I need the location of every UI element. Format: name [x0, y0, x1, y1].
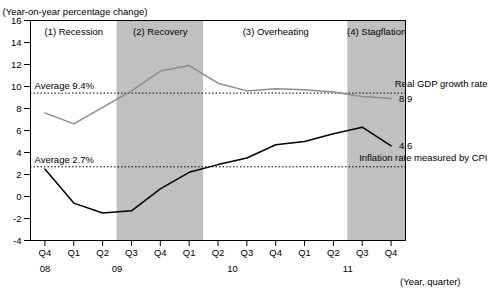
svg-text:(2) Recovery: (2) Recovery — [133, 26, 188, 37]
svg-text:4: 4 — [16, 147, 21, 158]
svg-text:2: 2 — [16, 169, 21, 180]
svg-text:Q4: Q4 — [39, 247, 52, 258]
svg-text:(3) Overheating: (3) Overheating — [243, 26, 309, 37]
svg-text:Q3: Q3 — [241, 247, 254, 258]
svg-text:09: 09 — [112, 263, 123, 274]
svg-text:Q4: Q4 — [385, 247, 398, 258]
svg-text:(Year, quarter): (Year, quarter) — [400, 276, 460, 287]
svg-text:Q1: Q1 — [298, 247, 311, 258]
svg-text:10: 10 — [11, 81, 22, 92]
svg-text:Inflation rate measured by CPI: Inflation rate measured by CPI — [359, 152, 487, 163]
svg-text:11: 11 — [343, 263, 353, 274]
svg-text:8.9: 8.9 — [399, 92, 413, 104]
svg-text:Average 2.7%: Average 2.7% — [35, 154, 95, 165]
svg-text:Q1: Q1 — [67, 247, 80, 258]
svg-text:Q3: Q3 — [125, 247, 138, 258]
svg-text:Q4: Q4 — [269, 247, 282, 258]
svg-text:(Year-on-year percentage chang: (Year-on-year percentage change) — [3, 6, 148, 17]
svg-text:0: 0 — [16, 191, 21, 202]
svg-text:Q2: Q2 — [327, 247, 340, 258]
svg-text:6: 6 — [16, 125, 21, 136]
svg-text:4.6: 4.6 — [399, 139, 413, 151]
svg-text:Q3: Q3 — [356, 247, 369, 258]
svg-text:10: 10 — [227, 263, 238, 274]
svg-text:14: 14 — [11, 37, 22, 48]
svg-text:-4: -4 — [13, 235, 21, 246]
svg-text:Q4: Q4 — [154, 247, 167, 258]
svg-text:-2: -2 — [13, 213, 21, 224]
svg-text:16: 16 — [10, 14, 22, 26]
svg-text:8: 8 — [16, 103, 21, 114]
svg-text:08: 08 — [40, 263, 51, 274]
svg-text:(1) Recession: (1) Recession — [44, 26, 103, 37]
svg-text:Q1: Q1 — [183, 247, 196, 258]
svg-text:Q2: Q2 — [96, 247, 109, 258]
svg-text:Real GDP growth rate: Real GDP growth rate — [395, 78, 488, 89]
svg-text:(4) Stagflation: (4) Stagflation — [347, 26, 406, 37]
svg-text:12: 12 — [11, 59, 22, 70]
svg-text:Average 9.4%: Average 9.4% — [35, 80, 95, 91]
svg-text:Q2: Q2 — [212, 247, 225, 258]
